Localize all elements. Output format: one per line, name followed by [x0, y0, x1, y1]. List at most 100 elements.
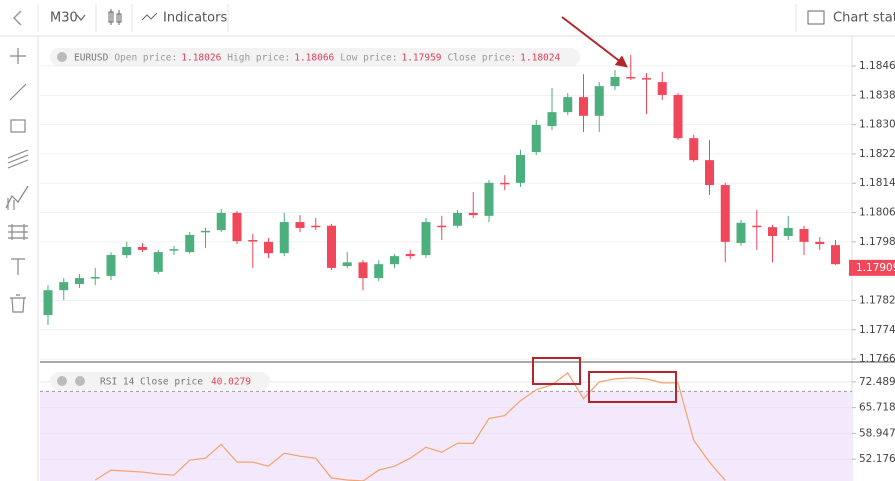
candle-body — [484, 182, 494, 216]
candle-body — [279, 222, 289, 254]
fib-tool[interactable] — [5, 185, 29, 210]
candle-body — [437, 225, 447, 228]
candle-body — [626, 76, 636, 79]
legend-label: High price: — [227, 52, 290, 63]
candle-body — [169, 249, 179, 251]
candle-body — [689, 138, 699, 161]
toolbar — [0, 0, 895, 36]
candle-body — [673, 94, 683, 139]
candle-body — [799, 229, 809, 242]
rsi-line — [94, 372, 726, 481]
legend-value: 1.18026 — [181, 52, 221, 63]
candle-body — [736, 222, 746, 243]
close-indicator-icon[interactable] — [57, 376, 67, 386]
candle-body — [106, 255, 116, 276]
annotation-box — [588, 371, 677, 403]
y-tick-label: 1.17980 — [859, 236, 895, 248]
rect-tool[interactable] — [10, 119, 26, 133]
candle-body — [153, 252, 163, 272]
annotation-box — [532, 357, 581, 385]
crosshair-tool[interactable] — [10, 48, 26, 64]
candle-body — [90, 277, 100, 279]
symbol: EURUSD — [74, 52, 109, 63]
candle-body — [720, 185, 730, 242]
candle-body — [752, 225, 762, 228]
last-price-label: 1.17909 — [856, 262, 895, 274]
delete-tool[interactable] — [10, 294, 26, 313]
candle-body — [705, 160, 714, 186]
fib-levels-tool[interactable] — [8, 224, 28, 240]
y-tick-label: 1.18060 — [859, 207, 895, 219]
candle-body — [216, 212, 226, 231]
candle-body — [610, 76, 620, 87]
rsi-legend: RSI 14 Close price 40.0279 — [100, 376, 251, 387]
rsi-value: 40.0279 — [211, 376, 251, 387]
candle-body — [657, 82, 667, 95]
y-tick-label: 65.7180 — [859, 402, 895, 414]
y-tick-label: 1.18380 — [859, 89, 895, 101]
candle-body — [75, 278, 84, 284]
channel-tool[interactable] — [7, 149, 29, 169]
chart-state-button[interactable]: Chart state — [833, 11, 895, 26]
candle-body — [547, 112, 557, 127]
back-button[interactable] — [12, 10, 22, 26]
legend-value: 1.18024 — [520, 52, 560, 63]
chart-state-icon[interactable] — [807, 10, 825, 25]
candle-body — [531, 124, 541, 153]
candle-body — [563, 97, 573, 113]
candle-body — [516, 155, 525, 183]
price-legend-bg — [50, 48, 580, 66]
candle-body — [342, 262, 352, 267]
candle-body — [232, 212, 242, 242]
rsi-pane — [40, 372, 852, 481]
axes: 1.18460 1.18380 1.18300 1.18220 1.18140 1.180… — [849, 60, 895, 465]
y-tick-label: 1.17660 — [859, 353, 895, 365]
candle-body — [327, 225, 336, 268]
settings-icon[interactable] — [75, 376, 85, 386]
candle-body — [453, 212, 462, 226]
candle-body — [594, 86, 604, 116]
legend-label: Open price: — [114, 52, 177, 63]
annotation-arrow — [561, 16, 628, 68]
interval-chevron[interactable] — [76, 14, 86, 21]
line-tool[interactable] — [9, 83, 27, 101]
rsi-band — [40, 391, 852, 481]
y-tick-label: 58.9470 — [859, 427, 895, 439]
candle-body — [421, 222, 431, 256]
y-tick-label: 1.18460 — [859, 60, 895, 72]
y-tick-label: 1.18220 — [859, 148, 895, 160]
candle-body — [831, 245, 840, 265]
candle-body — [815, 241, 825, 245]
candle-body — [783, 227, 793, 236]
legend-value: 1.18066 — [294, 52, 334, 63]
indicators-icon[interactable] — [141, 12, 158, 21]
y-tick-label: 52.1760 — [859, 453, 895, 465]
interval-select[interactable]: M30 — [50, 11, 78, 26]
candle-body — [405, 253, 415, 257]
indicators-button[interactable]: Indicators — [163, 11, 227, 26]
candle-body — [248, 240, 258, 242]
drawing-tools — [5, 48, 29, 313]
candle-body — [311, 225, 321, 228]
legend-value: 1.17959 — [401, 52, 441, 63]
candle-body — [374, 264, 384, 279]
text-tool[interactable] — [11, 258, 25, 275]
candle-body — [264, 241, 273, 254]
candle-body — [500, 182, 510, 185]
price-legend: EURUSD Open price: 1.18026 High price: 1.180… — [74, 52, 560, 63]
chart-type-icon[interactable] — [108, 9, 122, 25]
settings-icon[interactable] — [57, 52, 67, 62]
y-tick-label: 1.17740 — [859, 324, 895, 336]
rsi-title: RSI 14 Close price — [100, 376, 203, 387]
legend-label: Close price: — [448, 52, 517, 63]
candle-body — [390, 256, 399, 265]
y-tick-label: 72.4890 — [859, 376, 895, 388]
y-tick-label: 1.17820 — [859, 294, 895, 306]
candle-body — [642, 78, 651, 80]
candle-body — [185, 234, 195, 253]
candle-body — [122, 246, 132, 256]
candle-body — [201, 230, 210, 233]
rsi-legend-bg — [50, 372, 270, 390]
